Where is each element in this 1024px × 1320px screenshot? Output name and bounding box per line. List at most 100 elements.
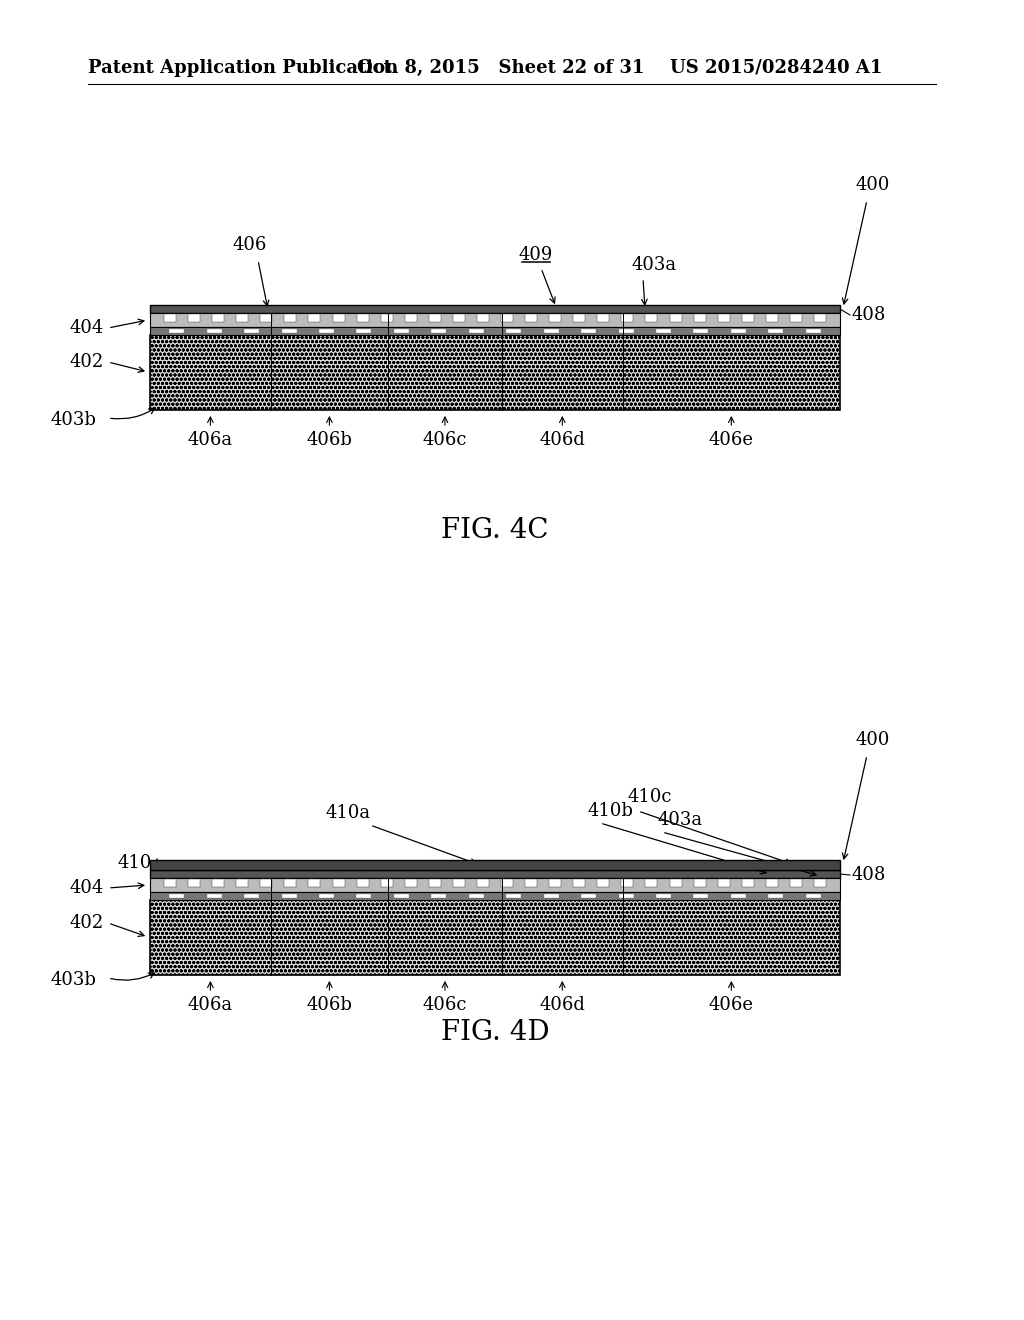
Bar (582, 894, 596, 898)
Bar (394, 329, 409, 333)
Bar (741, 879, 754, 887)
Bar (404, 879, 417, 887)
Bar (768, 894, 783, 898)
Bar (150, 870, 840, 878)
Bar (618, 329, 634, 333)
Text: 406e: 406e (709, 997, 754, 1014)
Bar (169, 329, 184, 333)
Bar (333, 879, 344, 887)
Text: 406b: 406b (306, 432, 352, 449)
Text: 410b: 410b (588, 803, 634, 820)
Bar (207, 894, 221, 898)
Text: 406a: 406a (187, 997, 232, 1014)
Text: 404: 404 (70, 879, 104, 898)
Bar (150, 900, 840, 975)
Text: 402: 402 (70, 352, 104, 371)
Bar (150, 327, 840, 335)
Bar (319, 894, 334, 898)
Text: 408: 408 (852, 306, 887, 323)
Text: 406d: 406d (540, 997, 585, 1014)
Bar (404, 314, 417, 322)
Bar (501, 314, 513, 322)
Bar (766, 314, 778, 322)
Text: 400: 400 (856, 731, 891, 748)
Bar (319, 329, 334, 333)
Bar (394, 894, 409, 898)
Text: 409: 409 (519, 246, 553, 264)
Bar (356, 894, 372, 898)
Bar (260, 314, 272, 322)
Text: 403b: 403b (50, 972, 96, 989)
Bar (244, 894, 259, 898)
Bar (597, 879, 609, 887)
Bar (150, 878, 840, 892)
Bar (790, 314, 802, 322)
Bar (544, 894, 559, 898)
Bar (381, 314, 392, 322)
Bar (333, 314, 344, 322)
Text: 400: 400 (856, 176, 891, 194)
Bar (670, 879, 682, 887)
Text: 410a: 410a (326, 804, 371, 822)
Bar (150, 861, 840, 870)
Bar (622, 879, 634, 887)
Bar (693, 314, 706, 322)
Bar (506, 894, 521, 898)
Bar (622, 314, 634, 322)
Bar (212, 879, 224, 887)
Text: Oct. 8, 2015   Sheet 22 of 31: Oct. 8, 2015 Sheet 22 of 31 (357, 59, 644, 77)
Bar (237, 314, 248, 322)
Bar (582, 329, 596, 333)
Text: US 2015/0284240 A1: US 2015/0284240 A1 (670, 59, 883, 77)
Bar (573, 879, 586, 887)
Text: 406b: 406b (306, 997, 352, 1014)
Bar (453, 879, 465, 887)
Bar (718, 879, 730, 887)
Bar (618, 894, 634, 898)
Bar (150, 892, 840, 900)
Bar (741, 314, 754, 322)
Bar (188, 314, 200, 322)
Bar (429, 879, 441, 887)
Bar (768, 329, 783, 333)
Text: 406e: 406e (709, 432, 754, 449)
Bar (285, 314, 296, 322)
Text: FIG. 4C: FIG. 4C (441, 516, 549, 544)
Bar (645, 314, 657, 322)
Bar (544, 329, 559, 333)
Bar (693, 329, 709, 333)
Text: 406c: 406c (423, 997, 467, 1014)
Bar (549, 879, 561, 887)
Bar (506, 329, 521, 333)
Bar (806, 329, 821, 333)
Bar (150, 305, 840, 313)
Bar (693, 894, 709, 898)
Text: Patent Application Publication: Patent Application Publication (88, 59, 398, 77)
Text: 403a: 403a (658, 810, 703, 829)
Bar (381, 879, 392, 887)
Bar (429, 314, 441, 322)
Bar (453, 314, 465, 322)
Bar (790, 879, 802, 887)
Bar (150, 335, 840, 411)
Bar (718, 314, 730, 322)
Bar (814, 879, 826, 887)
Bar (212, 314, 224, 322)
Text: 410: 410 (118, 854, 152, 873)
Text: 406d: 406d (540, 432, 585, 449)
Text: 406a: 406a (187, 432, 232, 449)
Bar (356, 879, 369, 887)
Bar (237, 879, 248, 887)
Bar (282, 329, 297, 333)
Bar (308, 879, 321, 887)
Bar (469, 329, 483, 333)
Text: 404: 404 (70, 319, 104, 337)
Bar (244, 329, 259, 333)
Bar (164, 879, 176, 887)
Text: 406: 406 (232, 236, 267, 253)
Bar (806, 894, 821, 898)
Bar (766, 879, 778, 887)
Bar (525, 314, 538, 322)
Bar (573, 314, 586, 322)
Text: 406c: 406c (423, 432, 467, 449)
